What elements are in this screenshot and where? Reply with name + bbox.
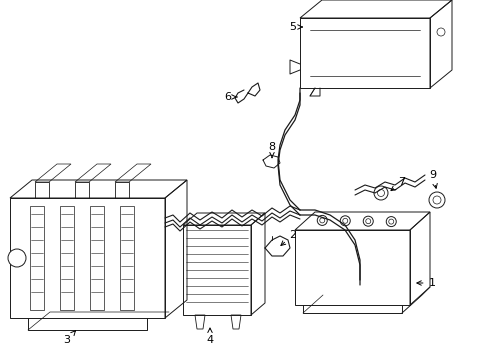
Text: 4: 4 xyxy=(206,328,213,345)
Circle shape xyxy=(8,249,26,267)
Text: 9: 9 xyxy=(428,170,436,188)
Circle shape xyxy=(428,192,444,208)
Text: 6: 6 xyxy=(224,92,237,102)
Circle shape xyxy=(340,216,349,226)
Circle shape xyxy=(386,217,395,226)
Text: 3: 3 xyxy=(63,331,75,345)
Circle shape xyxy=(363,216,372,226)
Text: 7: 7 xyxy=(390,177,405,190)
Text: 5: 5 xyxy=(289,22,302,32)
Text: 1: 1 xyxy=(416,278,435,288)
Circle shape xyxy=(373,186,387,200)
Text: 8: 8 xyxy=(268,142,275,158)
Circle shape xyxy=(317,215,326,225)
Text: 2: 2 xyxy=(280,230,296,246)
